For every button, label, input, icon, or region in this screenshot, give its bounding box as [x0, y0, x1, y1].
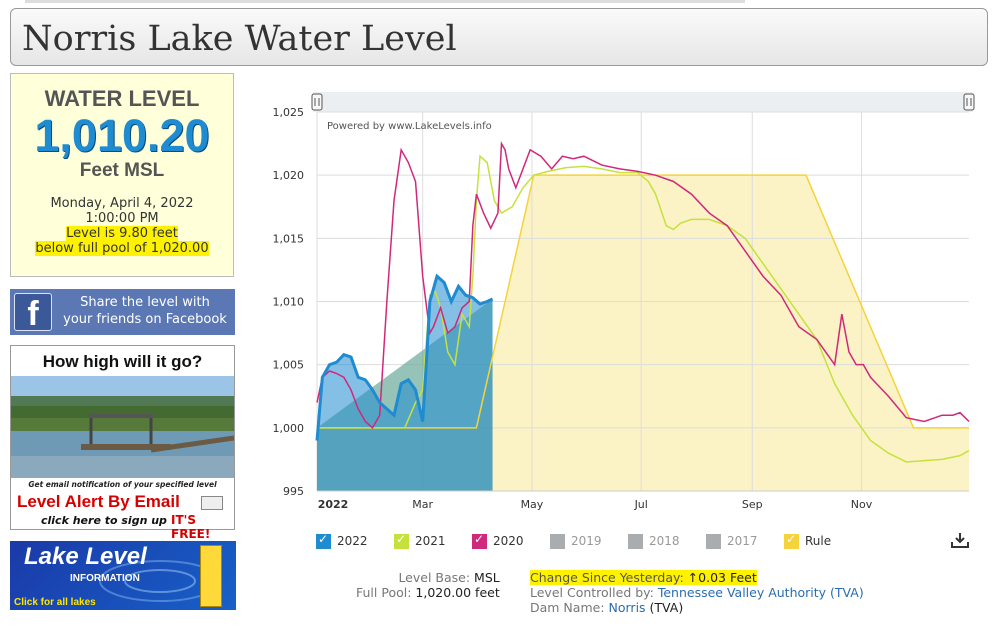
- alert-free-label: IT'S FREE!: [171, 513, 211, 541]
- full-pool-value: 1,020.00 feet: [415, 585, 500, 600]
- envelope-icon: [201, 496, 223, 510]
- water-level-unit: Feet MSL: [79, 160, 165, 181]
- dam-name-suffix: (TVA): [649, 600, 684, 615]
- alert-signup-link[interactable]: click here to sign up: [41, 514, 167, 527]
- top-scrollbar-line: [25, 0, 745, 3]
- lake-level-title: Lake Level: [24, 543, 147, 570]
- legend-label: 2022: [337, 534, 368, 548]
- alert-subtext: Get email notification of your specified…: [28, 480, 217, 489]
- facebook-share-line1: Share the level with: [80, 295, 210, 310]
- x-tick-label: 2022: [318, 498, 349, 511]
- x-tick-label: Sep: [742, 498, 763, 511]
- water-level-heading: WATER LEVEL: [44, 86, 200, 111]
- change-arrow-icon: ↑: [687, 570, 699, 585]
- x-tick-label: Nov: [851, 498, 873, 511]
- series-2020-line: [316, 140, 970, 430]
- alert-title: Level Alert By Email: [17, 492, 180, 511]
- x-tick-label: May: [521, 498, 544, 511]
- full-pool-difference: below full pool of 1,020.00: [35, 241, 209, 256]
- y-tick-label: 995: [283, 485, 304, 498]
- series-rule-line: [317, 174, 969, 429]
- alert-heading: How high will it go?: [42, 352, 203, 371]
- legend-label: 2017: [727, 534, 758, 548]
- all-lakes-link[interactable]: Click for all lakes: [14, 597, 96, 608]
- change-label: Change Since Yesterday:: [530, 570, 684, 585]
- controlled-by-label: Level Controlled by:: [530, 585, 654, 600]
- legend-checkbox-icon[interactable]: [550, 533, 565, 549]
- legend-checkbox-icon[interactable]: [472, 532, 487, 549]
- legend-checkbox-icon[interactable]: [316, 532, 331, 549]
- legend-item-2021[interactable]: 2021: [394, 532, 446, 550]
- ruler-icon: [200, 545, 222, 607]
- navigator-handle-right: [963, 93, 975, 111]
- legend-label: 2019: [571, 534, 602, 548]
- legend-label: 2018: [649, 534, 680, 548]
- series-2022-line: [315, 273, 494, 441]
- water-level-chart[interactable]: 1,025 1,020 1,015 1,010 1,005 1,000 995 2022 Mar…: [262, 88, 978, 558]
- water-level-value: 1,010.20: [34, 110, 210, 161]
- page-title: Norris Lake Water Level: [22, 19, 457, 59]
- x-tick-label: Mar: [412, 498, 433, 511]
- x-tick-label: Jul: [634, 498, 648, 511]
- lake-level-subtitle: INFORMATION: [70, 573, 140, 584]
- y-tick-label: 1,010: [273, 296, 305, 309]
- navigator-handle-left: [311, 93, 323, 111]
- legend-item-rule[interactable]: Rule: [784, 532, 831, 550]
- rule-area-fill: [317, 175, 969, 491]
- y-tick-label: 1,015: [273, 232, 305, 245]
- legend-item-2017[interactable]: 2017: [706, 532, 758, 550]
- facebook-share-button[interactable]: f Share the level with your friends on F…: [10, 289, 235, 335]
- chart-watermark: Powered by www.LakeLevels.info: [327, 121, 492, 132]
- change-value: 0.03 Feet: [698, 570, 757, 585]
- lake-info-right: Change Since Yesterday: ↑0.03 Feet Level…: [530, 570, 864, 615]
- legend-checkbox-icon[interactable]: [394, 532, 409, 549]
- reading-date: Monday, April 4, 2022: [50, 196, 194, 211]
- chart-navigator: [313, 92, 973, 112]
- full-pool-label: Full Pool:: [356, 585, 412, 600]
- legend-checkbox-icon[interactable]: [784, 532, 799, 549]
- legend-item-2020[interactable]: 2020: [472, 532, 524, 550]
- y-tick-label: 1,025: [273, 106, 305, 119]
- legend-label: Rule: [805, 534, 832, 548]
- title-bar: Norris Lake Water Level: [10, 8, 988, 66]
- series-2021-line: [317, 154, 970, 463]
- facebook-share-line2: your friends on Facebook: [63, 312, 227, 327]
- reading-time: 1:00:00 PM: [85, 211, 159, 226]
- y-tick-label: 1,000: [273, 422, 305, 435]
- level-alert-banner[interactable]: How high will it go? Get email notificat…: [10, 345, 235, 541]
- series-2022-fill: [317, 276, 493, 491]
- level-base-label: Level Base:: [398, 570, 471, 585]
- level-base-value: MSL: [474, 570, 500, 585]
- legend-item-2019[interactable]: 2019: [550, 532, 602, 550]
- facebook-icon: f: [14, 293, 52, 333]
- chart-legend: 2022 2021 2020 2019 2018 2017 Rule: [316, 532, 996, 552]
- water-level-box: WATER LEVEL 1,010.20 Feet MSL Monday, Ap…: [10, 73, 234, 277]
- lake-info-left: Level Base: MSL Full Pool: 1,020.00 feet: [356, 570, 500, 600]
- download-icon[interactable]: [950, 531, 970, 549]
- legend-item-2018[interactable]: 2018: [628, 532, 680, 550]
- level-difference: Level is 9.80 feet: [66, 226, 178, 241]
- legend-checkbox-icon[interactable]: [706, 533, 721, 549]
- legend-label: 2021: [415, 534, 446, 548]
- legend-item-2022[interactable]: 2022: [316, 532, 368, 550]
- legend-label: 2020: [493, 534, 524, 548]
- controlled-by-link[interactable]: Tennessee Valley Authority (TVA): [657, 585, 864, 600]
- legend-checkbox-icon[interactable]: [628, 533, 643, 549]
- dam-name-link[interactable]: Norris: [608, 600, 646, 615]
- lake-dock-photo: [11, 376, 234, 478]
- lake-level-info-banner[interactable]: Lake Level INFORMATION Click for all lak…: [10, 541, 236, 610]
- y-tick-label: 1,020: [273, 169, 305, 182]
- dam-name-label: Dam Name:: [530, 600, 605, 615]
- y-tick-label: 1,005: [273, 359, 305, 372]
